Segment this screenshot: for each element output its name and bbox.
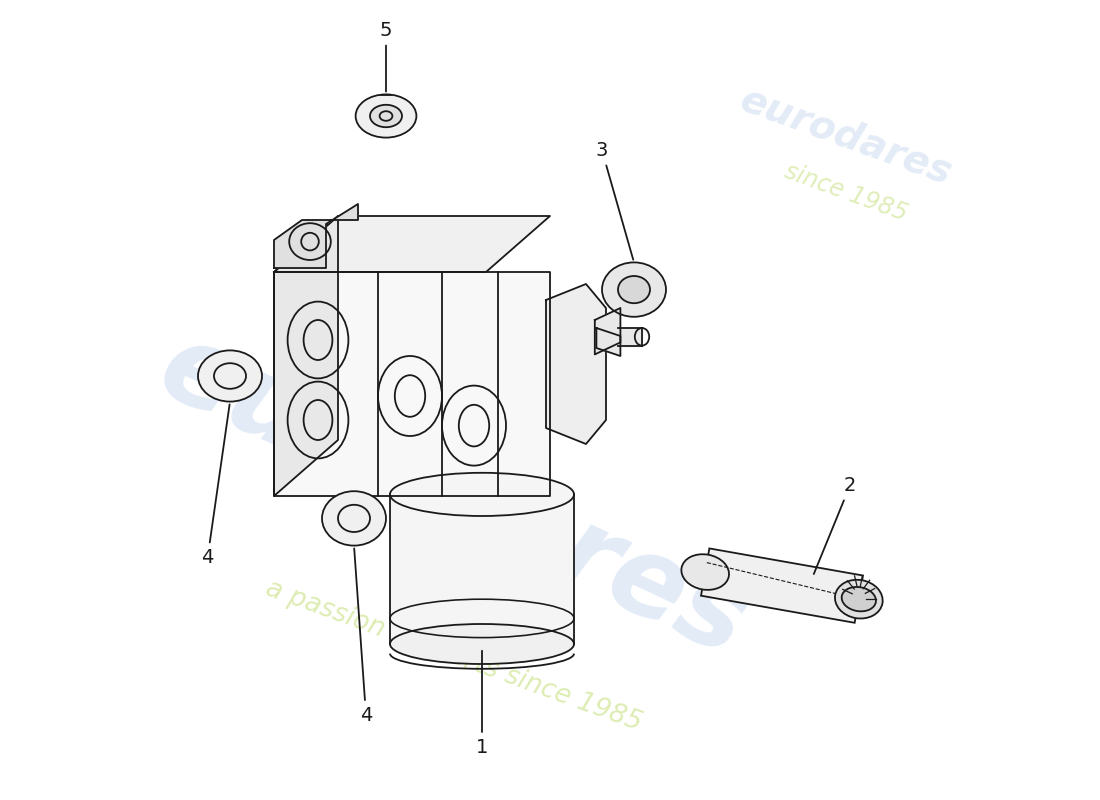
- Text: 1: 1: [476, 650, 488, 757]
- Text: since 1985: since 1985: [781, 158, 911, 226]
- Polygon shape: [274, 204, 358, 268]
- Ellipse shape: [322, 491, 386, 546]
- Ellipse shape: [390, 624, 574, 664]
- Text: eurodares: eurodares: [735, 80, 957, 192]
- Ellipse shape: [618, 276, 650, 303]
- Polygon shape: [390, 494, 574, 644]
- Ellipse shape: [842, 587, 876, 611]
- Polygon shape: [274, 272, 550, 496]
- Text: 4: 4: [201, 404, 230, 567]
- Polygon shape: [546, 284, 606, 444]
- Polygon shape: [595, 308, 620, 354]
- Ellipse shape: [355, 94, 417, 138]
- Text: 5: 5: [379, 21, 393, 92]
- Text: 3: 3: [596, 141, 634, 260]
- Ellipse shape: [835, 580, 882, 618]
- Polygon shape: [701, 549, 864, 622]
- Ellipse shape: [198, 350, 262, 402]
- Ellipse shape: [602, 262, 666, 317]
- Text: eurodares: eurodares: [143, 313, 764, 679]
- Polygon shape: [274, 216, 338, 496]
- Text: 4: 4: [354, 548, 372, 725]
- Polygon shape: [274, 216, 550, 272]
- Text: 2: 2: [814, 476, 856, 574]
- Text: a passion for parts since 1985: a passion for parts since 1985: [263, 576, 646, 736]
- Polygon shape: [596, 328, 620, 356]
- Ellipse shape: [390, 473, 574, 516]
- Ellipse shape: [681, 554, 729, 590]
- Ellipse shape: [370, 105, 402, 127]
- Polygon shape: [618, 328, 642, 346]
